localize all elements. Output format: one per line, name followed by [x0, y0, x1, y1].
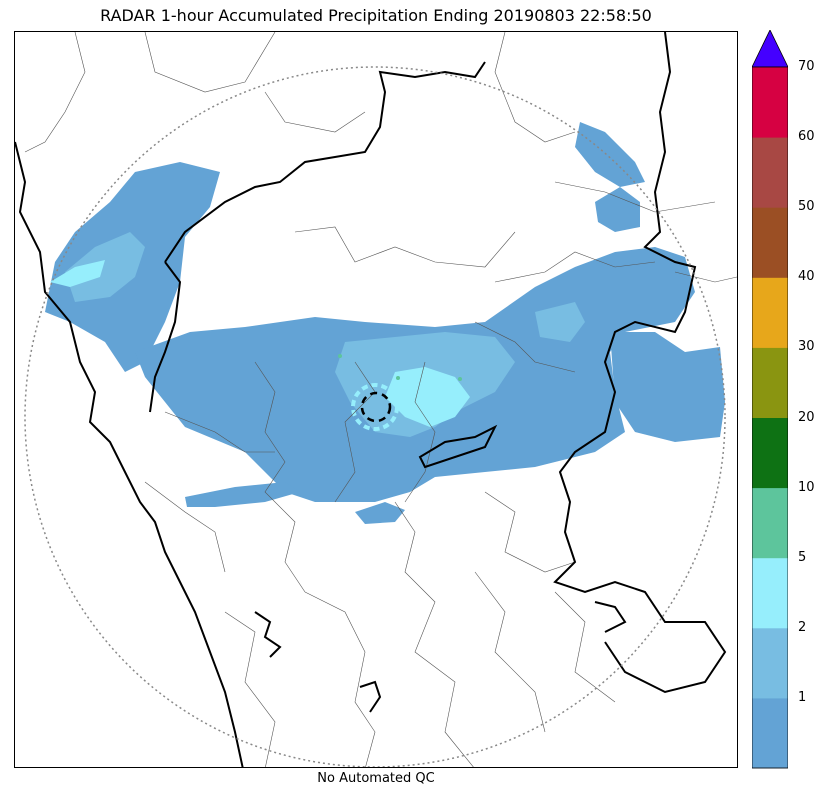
map-title: RADAR 1-hour Accumulated Precipitation E… — [100, 6, 652, 25]
colorbar-tick-label: 40 — [798, 269, 815, 285]
colorbar-tick-label: 30 — [798, 339, 815, 355]
precip-area-northeast — [575, 122, 645, 187]
district-boundary — [554, 591, 616, 703]
colorbar-segment — [752, 137, 788, 208]
radar-map — [14, 31, 738, 768]
coastal-enclave — [254, 611, 282, 658]
colorbar-segments — [752, 67, 788, 769]
district-boundary — [474, 571, 546, 733]
district-boundary — [144, 32, 276, 93]
colorbar-tick-label: 60 — [798, 129, 815, 145]
precipitation-layer — [45, 122, 725, 524]
district-boundary — [334, 361, 376, 503]
district-boundary — [674, 271, 737, 283]
precip-light-northwest — [65, 232, 145, 302]
district-boundary — [264, 91, 366, 133]
coastal-enclave-east — [594, 601, 627, 633]
colorbar-tick-label: 20 — [798, 409, 815, 425]
colorbar-segment — [752, 207, 788, 278]
colorbar-segment — [752, 417, 788, 489]
precip-heavy-central — [385, 367, 470, 427]
dashed-radar-site-circle — [360, 391, 392, 423]
colorbar-segment — [752, 347, 788, 418]
district-boundary — [494, 251, 656, 283]
colorbar-tick-label: 5 — [798, 549, 807, 565]
district-boundary — [254, 361, 306, 593]
precip-cell-northeast — [595, 187, 640, 232]
state-boundary-east — [553, 32, 727, 694]
colorbar-tick-label: 10 — [798, 479, 815, 495]
colorbar-border — [752, 66, 788, 769]
colorbar-segment — [752, 627, 788, 699]
colorbar — [752, 30, 788, 769]
district-boundary — [404, 361, 436, 503]
colorbar-tick-label: 50 — [798, 199, 815, 215]
district-boundary — [164, 411, 275, 453]
state-boundaries — [15, 32, 727, 767]
district-boundary — [224, 611, 276, 767]
colorbar-segment — [752, 67, 788, 138]
colorbar-tick-label: 1 — [798, 689, 807, 705]
precip-streak-southwest — [185, 482, 300, 507]
precip-cell-green-1 — [396, 376, 400, 380]
district-boundaries — [24, 32, 737, 767]
district-boundary — [294, 226, 516, 268]
district-boundary — [304, 591, 376, 767]
qc-note: No Automated QC — [317, 771, 435, 786]
colorbar-extend-triangle — [752, 30, 788, 68]
precip-area-east — [610, 332, 725, 442]
district-boundary — [394, 501, 474, 767]
precip-heavy-northwest — [50, 260, 105, 287]
colorbar-tick-label: 70 — [798, 59, 815, 74]
precip-cell-green-2 — [458, 377, 462, 381]
colorbar-segment — [752, 487, 788, 559]
district-boundary — [144, 481, 226, 573]
colorbar-tick-label: 2 — [798, 619, 807, 635]
radar-map-svg — [15, 32, 737, 767]
precip-cell-green-3 — [338, 354, 342, 358]
radar-clutter-ring — [351, 383, 399, 431]
state-boundary-west — [164, 61, 486, 263]
colorbar-segment — [752, 277, 788, 348]
coastal-enclave-south — [359, 680, 382, 713]
district-boundary — [554, 181, 716, 213]
dotted-range-ring — [24, 66, 726, 767]
state-boundary-south-enclave — [418, 424, 498, 469]
state-boundary-west-inland — [149, 261, 182, 413]
colorbar-segment — [752, 557, 788, 629]
district-boundary — [484, 491, 576, 573]
colorbar-segment — [752, 697, 788, 769]
district-boundary — [474, 321, 576, 373]
precip-cell-south — [355, 502, 405, 524]
coastline — [15, 141, 244, 767]
district-boundary — [24, 32, 86, 153]
district-boundary — [494, 32, 576, 143]
precip-light-east — [535, 302, 585, 342]
